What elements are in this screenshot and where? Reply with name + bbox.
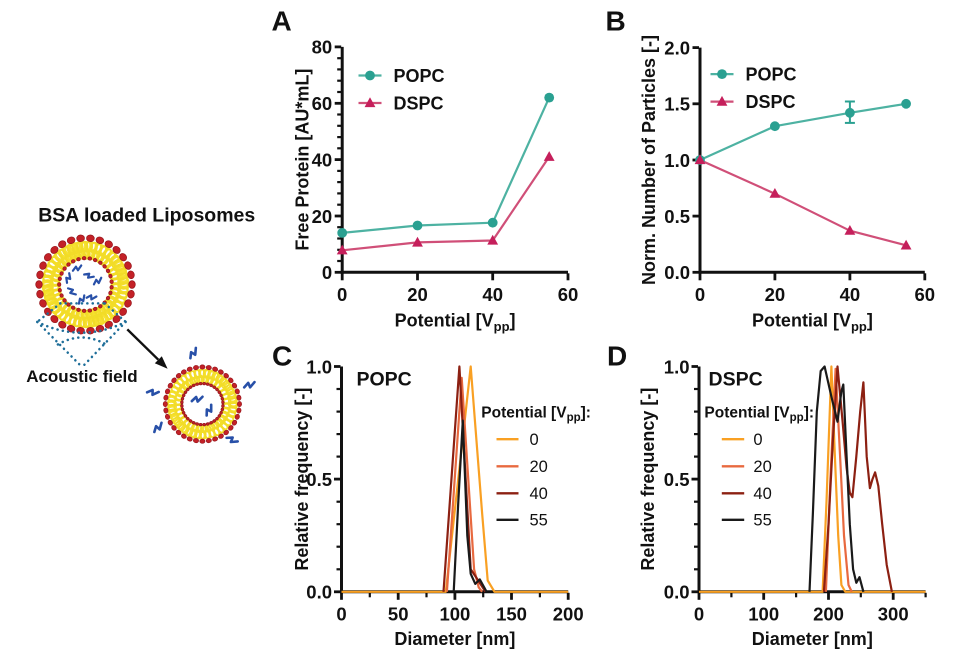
- svg-text:60: 60: [558, 284, 579, 305]
- svg-text:Acoustic field: Acoustic field: [26, 367, 137, 386]
- svg-text:B: B: [606, 5, 626, 36]
- svg-text:40: 40: [840, 284, 861, 305]
- svg-text:55: 55: [753, 512, 771, 530]
- svg-text:40: 40: [530, 485, 548, 503]
- svg-text:40: 40: [753, 485, 771, 503]
- svg-text:40: 40: [312, 149, 333, 170]
- svg-text:20: 20: [765, 284, 786, 305]
- svg-text:0.0: 0.0: [664, 582, 690, 603]
- svg-text:2.0: 2.0: [664, 37, 690, 58]
- svg-text:Potential [Vpp]:: Potential [Vpp]:: [481, 405, 591, 425]
- svg-text:1.0: 1.0: [664, 150, 690, 171]
- svg-text:C: C: [272, 340, 292, 371]
- svg-text:0: 0: [336, 603, 346, 624]
- svg-text:0: 0: [753, 431, 762, 449]
- svg-text:Potential [Vpp]: Potential [Vpp]: [395, 310, 516, 334]
- svg-text:A: A: [272, 5, 292, 36]
- svg-text:20: 20: [312, 206, 333, 227]
- svg-text:0.5: 0.5: [664, 206, 690, 227]
- svg-text:300: 300: [878, 603, 909, 624]
- svg-text:D: D: [607, 340, 627, 371]
- svg-text:DSPC: DSPC: [709, 369, 763, 391]
- svg-text:Diameter [nm]: Diameter [nm]: [752, 629, 873, 649]
- svg-text:1.5: 1.5: [664, 94, 690, 115]
- svg-text:20: 20: [753, 458, 771, 476]
- svg-text:55: 55: [530, 512, 548, 530]
- svg-text:POPC: POPC: [746, 65, 797, 85]
- svg-text:Relative frequency [-]: Relative frequency [-]: [292, 388, 312, 571]
- svg-text:60: 60: [312, 93, 333, 114]
- svg-text:POPC: POPC: [394, 66, 445, 86]
- svg-text:100: 100: [748, 603, 779, 624]
- svg-text:100: 100: [439, 603, 470, 624]
- svg-text:50: 50: [388, 603, 409, 624]
- svg-text:Norm. Number of Particles [-]: Norm. Number of Particles [-]: [639, 35, 659, 285]
- svg-text:60: 60: [915, 284, 936, 305]
- svg-text:0: 0: [695, 284, 705, 305]
- svg-text:0: 0: [530, 431, 539, 449]
- svg-text:DSPC: DSPC: [394, 94, 444, 114]
- svg-text:0: 0: [694, 603, 704, 624]
- svg-text:40: 40: [482, 284, 503, 305]
- svg-text:POPC: POPC: [357, 369, 412, 391]
- svg-text:200: 200: [813, 603, 844, 624]
- svg-text:150: 150: [496, 603, 527, 624]
- svg-text:Potential [Vpp]: Potential [Vpp]: [752, 310, 873, 334]
- svg-text:BSA loaded Liposomes: BSA loaded Liposomes: [38, 205, 255, 227]
- svg-text:0.0: 0.0: [306, 582, 332, 603]
- svg-text:Relative frequency [-]: Relative frequency [-]: [638, 388, 658, 571]
- svg-text:Diameter [nm]: Diameter [nm]: [394, 629, 515, 649]
- svg-text:0.5: 0.5: [664, 469, 690, 490]
- svg-text:20: 20: [407, 284, 428, 305]
- svg-text:0: 0: [322, 262, 332, 283]
- svg-text:20: 20: [530, 458, 548, 476]
- svg-text:1.0: 1.0: [664, 356, 690, 377]
- svg-text:0.0: 0.0: [664, 262, 690, 283]
- svg-text:1.0: 1.0: [306, 356, 332, 377]
- svg-text:Free Protein [AU*mL]: Free Protein [AU*mL]: [293, 69, 313, 251]
- svg-text:0.5: 0.5: [306, 469, 332, 490]
- svg-text:0: 0: [337, 284, 347, 305]
- svg-text:DSPC: DSPC: [746, 92, 796, 112]
- svg-text:80: 80: [312, 37, 333, 58]
- svg-text:200: 200: [553, 603, 584, 624]
- svg-text:Potential [Vpp]:: Potential [Vpp]:: [704, 405, 814, 425]
